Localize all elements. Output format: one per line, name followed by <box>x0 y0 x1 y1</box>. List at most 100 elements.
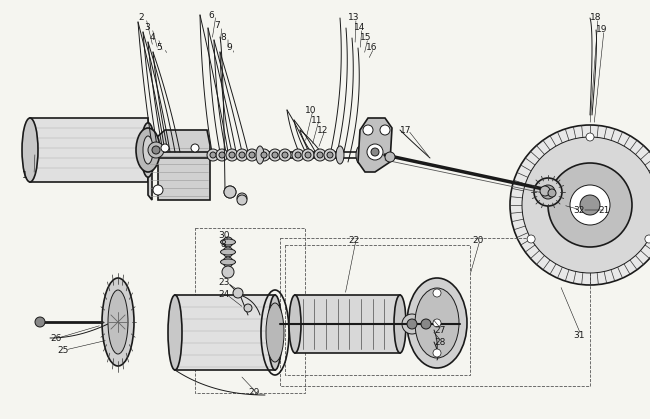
Circle shape <box>237 195 247 205</box>
Circle shape <box>223 237 233 247</box>
Ellipse shape <box>266 303 284 362</box>
Circle shape <box>363 125 373 135</box>
Circle shape <box>433 319 441 327</box>
Text: 26: 26 <box>50 334 61 342</box>
Polygon shape <box>148 130 210 200</box>
Bar <box>295 295 400 353</box>
Circle shape <box>223 257 233 267</box>
Circle shape <box>279 149 291 161</box>
Text: 7: 7 <box>214 21 220 31</box>
Circle shape <box>433 349 441 357</box>
Circle shape <box>324 149 336 161</box>
Ellipse shape <box>144 150 152 160</box>
Ellipse shape <box>336 146 344 164</box>
Circle shape <box>510 125 650 285</box>
Text: 23: 23 <box>218 277 229 287</box>
Circle shape <box>534 178 562 206</box>
Ellipse shape <box>415 288 459 358</box>
Circle shape <box>269 149 281 161</box>
Circle shape <box>385 152 395 162</box>
Text: 10: 10 <box>305 106 317 114</box>
Circle shape <box>314 149 326 161</box>
Text: 27: 27 <box>434 326 445 334</box>
Circle shape <box>210 152 216 158</box>
Text: 31: 31 <box>573 331 584 339</box>
Circle shape <box>226 149 238 161</box>
Text: 8: 8 <box>220 240 226 248</box>
Circle shape <box>246 149 258 161</box>
Circle shape <box>416 314 436 334</box>
Text: 19: 19 <box>596 26 608 34</box>
Circle shape <box>153 185 163 195</box>
Ellipse shape <box>143 136 153 164</box>
Text: 9: 9 <box>226 44 232 52</box>
Circle shape <box>237 193 247 203</box>
Circle shape <box>258 149 270 161</box>
Text: 29: 29 <box>248 388 259 396</box>
Ellipse shape <box>220 259 235 265</box>
Text: 12: 12 <box>317 126 328 134</box>
Text: 16: 16 <box>366 44 378 52</box>
Ellipse shape <box>102 278 134 366</box>
Text: 17: 17 <box>400 126 411 134</box>
Ellipse shape <box>256 146 264 164</box>
Circle shape <box>367 144 383 160</box>
Circle shape <box>580 195 600 215</box>
Circle shape <box>261 152 267 158</box>
Circle shape <box>548 189 556 197</box>
Circle shape <box>148 142 164 158</box>
Ellipse shape <box>220 249 235 255</box>
Ellipse shape <box>289 295 301 353</box>
Circle shape <box>161 144 169 152</box>
Text: 6: 6 <box>208 10 214 20</box>
Circle shape <box>421 319 431 329</box>
Circle shape <box>407 319 417 329</box>
Circle shape <box>152 146 160 154</box>
Text: 24: 24 <box>218 290 229 298</box>
Text: 4: 4 <box>150 34 155 42</box>
Circle shape <box>433 289 441 297</box>
Ellipse shape <box>168 295 182 370</box>
Ellipse shape <box>268 295 282 370</box>
Circle shape <box>223 247 233 257</box>
Circle shape <box>570 185 610 225</box>
Circle shape <box>35 317 45 327</box>
Circle shape <box>292 149 304 161</box>
Ellipse shape <box>22 118 38 182</box>
Circle shape <box>295 152 301 158</box>
Ellipse shape <box>394 295 406 353</box>
Ellipse shape <box>141 123 155 177</box>
Circle shape <box>224 186 236 198</box>
Circle shape <box>249 152 255 158</box>
Circle shape <box>239 152 245 158</box>
Text: 25: 25 <box>57 346 68 354</box>
Circle shape <box>527 235 535 243</box>
Text: 30: 30 <box>218 230 229 240</box>
Circle shape <box>229 152 235 158</box>
Circle shape <box>236 149 248 161</box>
Circle shape <box>540 186 550 196</box>
Text: 11: 11 <box>311 116 322 124</box>
Circle shape <box>327 152 333 158</box>
Text: 22: 22 <box>348 235 359 245</box>
Bar <box>175 295 275 370</box>
Circle shape <box>216 149 228 161</box>
Circle shape <box>191 144 199 152</box>
Circle shape <box>371 148 379 156</box>
Circle shape <box>207 149 219 161</box>
Circle shape <box>522 137 650 273</box>
Circle shape <box>282 152 288 158</box>
Text: 3: 3 <box>144 23 150 33</box>
Circle shape <box>380 125 390 135</box>
Text: 20: 20 <box>472 235 484 245</box>
Circle shape <box>317 152 323 158</box>
Bar <box>195 228 305 393</box>
Circle shape <box>244 304 252 312</box>
Circle shape <box>233 288 243 298</box>
Circle shape <box>272 152 278 158</box>
Text: 18: 18 <box>590 13 601 23</box>
Text: 14: 14 <box>354 23 365 33</box>
Circle shape <box>548 163 632 247</box>
Text: 1: 1 <box>22 171 28 179</box>
Circle shape <box>402 314 422 334</box>
